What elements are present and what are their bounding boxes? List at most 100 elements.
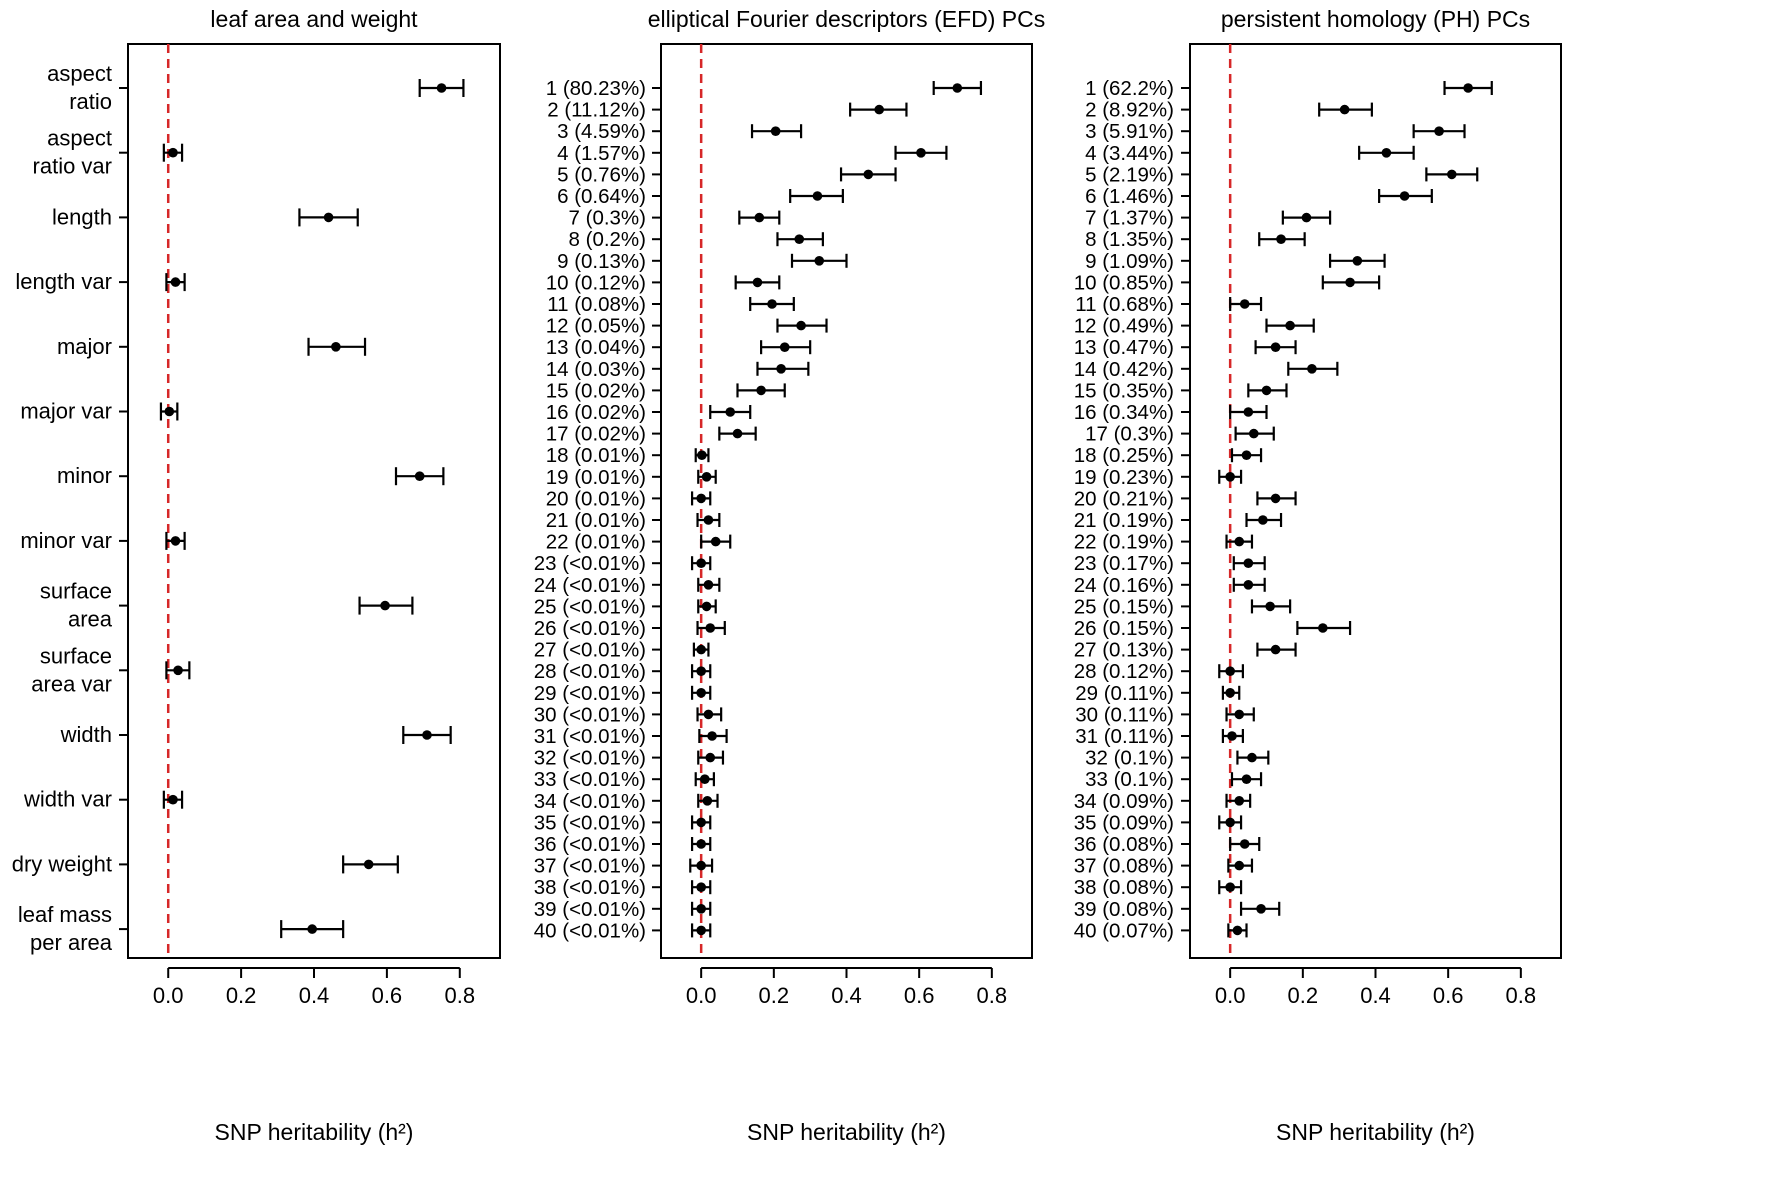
y-tick-label: 38 (<0.01%): [534, 876, 646, 899]
data-point: [696, 817, 706, 828]
y-tick-label: 20 (0.01%): [546, 487, 646, 510]
data-point: [1241, 774, 1252, 784]
data-point: [952, 83, 963, 93]
y-tick-label: 12 (0.05%): [546, 315, 646, 338]
y-tick-label: 11 (0.08%): [547, 293, 646, 316]
y-tick-label: 13 (0.47%): [1074, 336, 1174, 359]
y-tick-label: 1 (80.23%): [546, 77, 646, 100]
data-point: [1239, 839, 1250, 849]
y-tick-label: 40 (0.07%): [1074, 919, 1174, 942]
data-point: [307, 924, 317, 934]
data-point: [170, 277, 181, 287]
y-tick-label: 29 (0.11%): [1075, 682, 1174, 705]
y-tick-label: 28 (0.12%): [1074, 660, 1174, 683]
data-point: [696, 666, 706, 676]
y-tick-label: dry weight: [12, 851, 112, 876]
y-tick-label: 21 (0.19%): [1074, 509, 1174, 532]
y-tick-label: 35 (<0.01%): [534, 811, 646, 834]
y-tick-label: minor var: [20, 528, 112, 553]
y-tick-label: 31 (<0.01%): [534, 725, 646, 748]
x-tick-label: 0.6: [372, 983, 403, 1008]
y-tick-label: 30 (<0.01%): [534, 703, 646, 726]
data-point: [414, 471, 425, 482]
data-point: [1241, 450, 1252, 461]
data-point: [752, 277, 763, 288]
x-tick-label: 0.6: [1433, 983, 1464, 1008]
data-point: [705, 752, 716, 763]
data-point: [732, 428, 743, 439]
y-tick-label: 15 (0.35%): [1074, 379, 1174, 402]
data-point: [1285, 320, 1295, 331]
y-tick-label: major var: [20, 399, 112, 424]
y-tick-label: 5 (0.76%): [557, 163, 646, 186]
y-tick-label: 26 (0.15%): [1074, 617, 1174, 640]
data-point: [1234, 536, 1245, 547]
data-point: [1225, 882, 1235, 892]
y-tick-label: 25 (0.15%): [1074, 595, 1174, 618]
y-tick-label: 34 (0.09%): [1074, 790, 1174, 813]
y-tick-label: 12 (0.49%): [1074, 315, 1174, 338]
data-point: [696, 925, 706, 936]
y-tick-label: 30 (0.11%): [1075, 703, 1174, 726]
plot-frame: [1189, 43, 1562, 959]
x-tick-label: 0.2: [226, 983, 257, 1008]
data-point: [1261, 385, 1272, 396]
y-tick-label: length var: [15, 269, 112, 294]
data-point: [697, 450, 707, 461]
data-point: [1227, 731, 1237, 741]
y-tick-label: 35 (0.09%): [1074, 811, 1174, 834]
data-point: [702, 796, 713, 806]
y-tick-label: 25 (<0.01%): [534, 595, 646, 618]
y-tick-label: 13 (0.04%): [546, 336, 646, 359]
data-point: [696, 558, 706, 568]
data-point: [1225, 472, 1235, 482]
data-point: [696, 688, 706, 698]
data-point: [1243, 558, 1254, 568]
data-point: [696, 882, 706, 892]
x-tick-label: 0.8: [444, 983, 475, 1008]
data-point: [776, 364, 786, 374]
data-point: [812, 191, 823, 201]
y-tick-label: 31 (0.11%): [1075, 725, 1174, 748]
data-point: [1234, 860, 1245, 871]
data-point: [863, 169, 874, 180]
y-tick-label: 7 (1.37%): [1085, 207, 1174, 230]
y-tick-label: 16 (0.34%): [1074, 401, 1174, 424]
y-tick-label: 5 (2.19%): [1085, 163, 1174, 186]
data-point: [814, 255, 825, 266]
data-point: [754, 212, 765, 223]
y-tick-label: 32 (<0.01%): [534, 747, 646, 770]
y-tick-label: 19 (0.01%): [546, 466, 646, 489]
panel-title: leaf area and weight: [210, 6, 418, 32]
y-tick-label: aspect: [47, 126, 112, 151]
panel-title: persistent homology (PH) PCs: [1221, 6, 1530, 32]
y-tick-label: 24 (<0.01%): [534, 574, 646, 597]
data-point: [173, 665, 183, 676]
y-tick-label: 33 (0.1%): [1085, 768, 1174, 791]
panel-2: elliptical Fourier descriptors (EFD) PCs…: [534, 6, 1045, 1145]
y-tick-label: 9 (0.13%): [557, 250, 646, 273]
y-tick-label: 27 (<0.01%): [534, 639, 646, 662]
data-point: [916, 148, 926, 158]
y-tick-label: ratio var: [33, 154, 112, 179]
data-point: [380, 600, 390, 611]
plot-frame: [660, 43, 1033, 959]
y-tick-label: 23 (<0.01%): [534, 552, 646, 575]
data-point: [164, 406, 175, 417]
data-point: [1256, 904, 1266, 914]
data-point: [323, 212, 334, 223]
data-point: [436, 83, 447, 93]
y-tick-label: 2 (8.92%): [1085, 99, 1174, 122]
y-tick-label: 39 (0.08%): [1074, 898, 1174, 921]
y-tick-label: 6 (0.64%): [557, 185, 646, 208]
y-tick-label: 17 (0.02%): [546, 423, 646, 446]
y-tick-label: width var: [23, 787, 112, 812]
y-tick-label: 38 (0.08%): [1074, 876, 1174, 899]
y-tick-label: 3 (5.91%): [1085, 120, 1174, 143]
data-point: [796, 320, 806, 331]
y-tick-label: 24 (0.16%): [1074, 574, 1174, 597]
x-tick-label: 0.4: [299, 983, 330, 1008]
data-point: [703, 709, 714, 720]
data-point: [705, 623, 716, 633]
y-tick-label: 16 (0.02%): [546, 401, 646, 424]
